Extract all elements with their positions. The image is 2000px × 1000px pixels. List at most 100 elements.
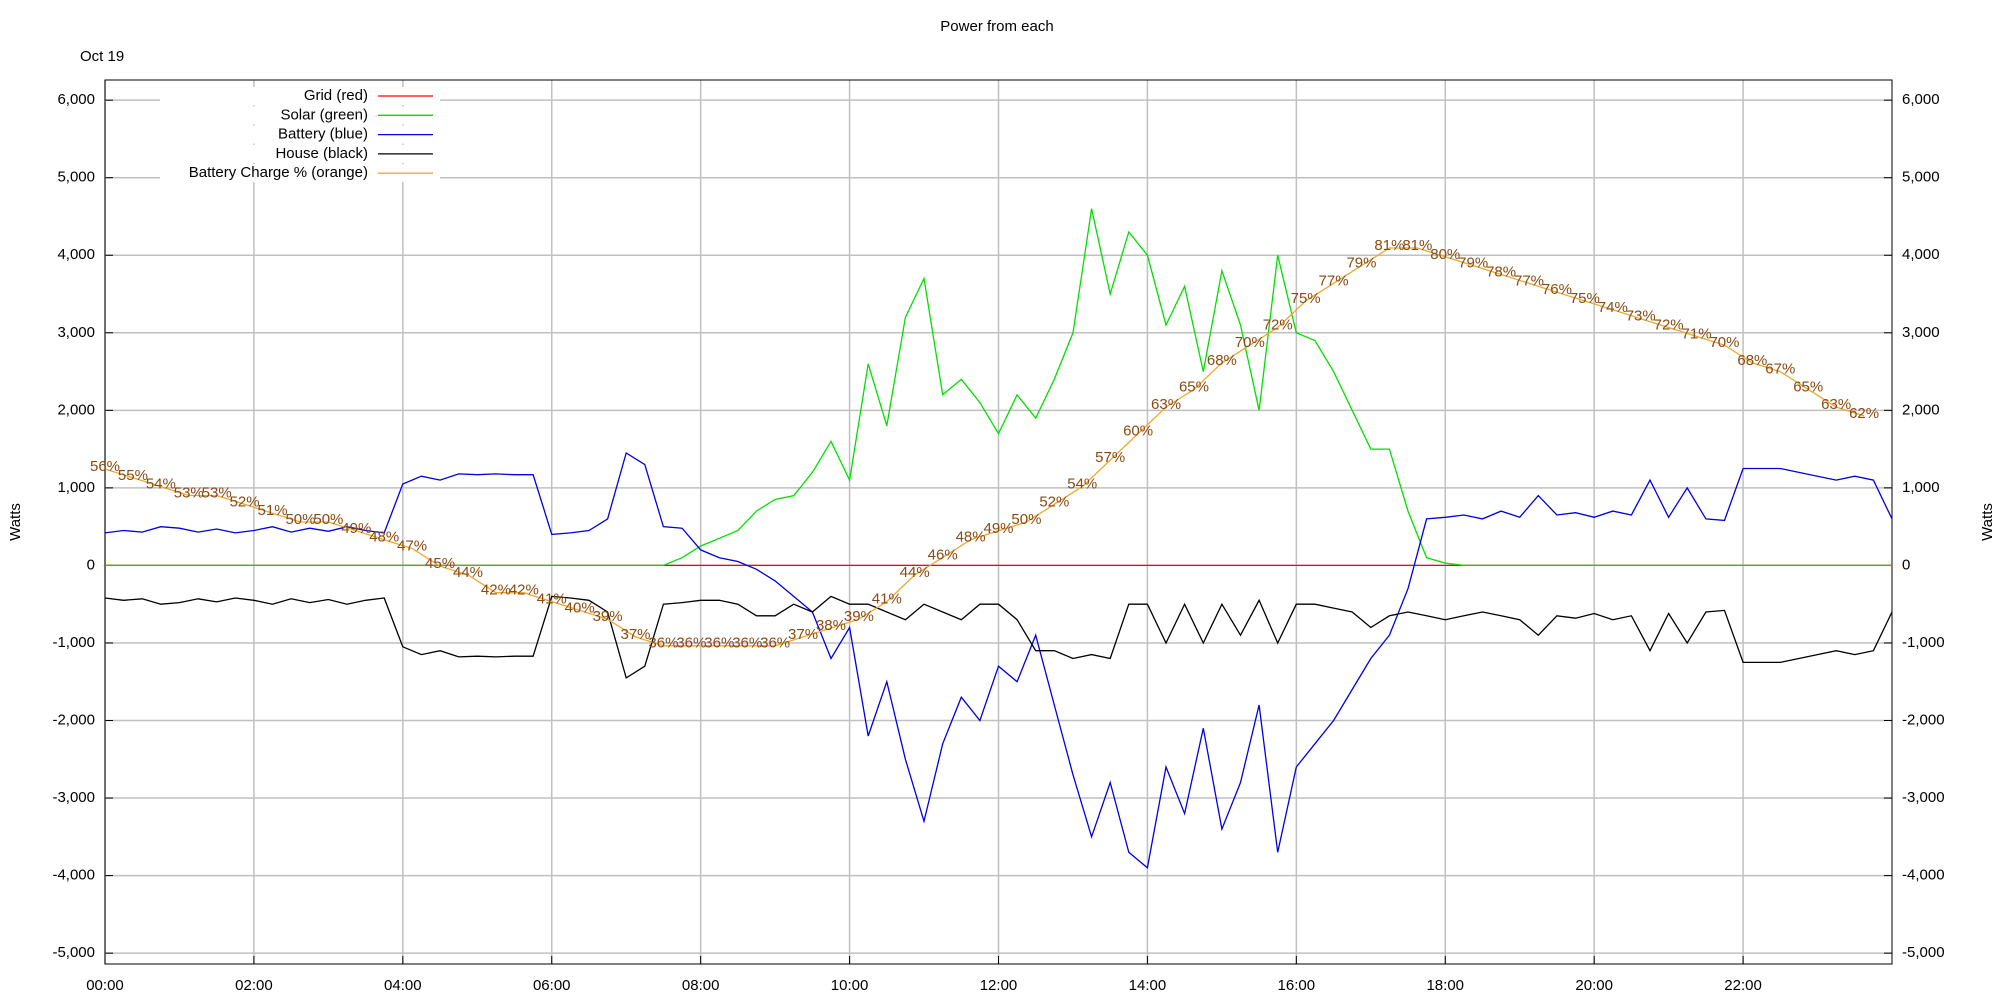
value-label: 77%	[1514, 272, 1544, 289]
value-label: 41%	[537, 591, 567, 608]
y-tick-label: -2,000	[52, 711, 95, 728]
series-line	[105, 208, 1892, 567]
x-tick-label: 18:00	[1426, 977, 1464, 994]
value-label: 81%	[1374, 237, 1404, 254]
value-label: 54%	[1067, 476, 1097, 493]
value-label: 48%	[369, 529, 399, 546]
y2-tick-label: 4,000	[1902, 246, 1940, 263]
value-label: 52%	[230, 493, 260, 510]
y-tick-label: 1,000	[57, 479, 95, 496]
y2-tick-label: 5,000	[1902, 169, 1940, 186]
y-tick-label: -4,000	[52, 867, 95, 884]
value-label: 77%	[1319, 272, 1349, 289]
value-label: 46%	[928, 546, 958, 563]
x-tick-label: 08:00	[682, 977, 720, 994]
value-label: 38%	[816, 617, 846, 634]
value-label: 72%	[1263, 316, 1293, 333]
y2-tick-label: 3,000	[1902, 324, 1940, 341]
value-label: 56%	[90, 458, 120, 475]
value-label: 51%	[258, 502, 288, 519]
y2-tick-label: 1,000	[1902, 479, 1940, 496]
value-label: 39%	[844, 608, 874, 625]
legend-bg	[160, 106, 440, 125]
x-tick-label: 06:00	[533, 977, 571, 994]
value-label: 36%	[732, 635, 762, 652]
series-line	[104, 247, 1865, 647]
legend-bg	[160, 87, 440, 105]
value-label: 54%	[146, 476, 176, 493]
value-label: 37%	[788, 626, 818, 643]
legend-label: House (black)	[275, 145, 368, 162]
y2-axis-label: Watts	[1979, 503, 1996, 541]
y2-tick-label: -3,000	[1902, 789, 1945, 806]
value-label: 75%	[1570, 290, 1600, 307]
value-label: 63%	[1821, 396, 1851, 413]
value-label: 70%	[1235, 334, 1265, 351]
y2-tick-label: 6,000	[1902, 91, 1940, 108]
x-tick-label: 14:00	[1129, 977, 1167, 994]
x-tick-label: 02:00	[235, 977, 273, 994]
value-label: 68%	[1737, 352, 1767, 369]
value-label: 47%	[397, 537, 427, 554]
value-label: 39%	[593, 608, 623, 625]
y-tick-label: 2,000	[57, 401, 95, 418]
value-label: 79%	[1346, 255, 1376, 272]
legend-label: Battery (blue)	[278, 126, 368, 143]
x-tick-label: 10:00	[831, 977, 869, 994]
value-label: 53%	[202, 484, 232, 501]
x-tick-label: 16:00	[1278, 977, 1316, 994]
y2-tick-label: 2,000	[1902, 401, 1940, 418]
value-label: 67%	[1765, 361, 1795, 378]
y-tick-label: 6,000	[57, 91, 95, 108]
legend-bg	[160, 125, 440, 144]
value-label: 60%	[1123, 423, 1153, 440]
plot-frame	[104, 79, 1893, 965]
y-tick-label: 4,000	[57, 246, 95, 263]
value-label: 68%	[1207, 352, 1237, 369]
y2-tick-label: -1,000	[1902, 634, 1945, 651]
y-tick-label: -5,000	[52, 944, 95, 961]
legend-bg	[160, 144, 440, 163]
legend-label: Solar (green)	[280, 106, 368, 123]
value-label: 53%	[174, 484, 204, 501]
value-label: 71%	[1682, 325, 1712, 342]
date-annotation: Oct 19	[80, 48, 124, 65]
legend-label: Grid (red)	[304, 87, 368, 104]
value-label: 41%	[872, 591, 902, 608]
value-label: 36%	[648, 635, 678, 652]
value-label: 36%	[704, 635, 734, 652]
y-tick-label: -3,000	[52, 789, 95, 806]
y-tick-label: 3,000	[57, 324, 95, 341]
value-label: 65%	[1179, 378, 1209, 395]
y-axis-label: Watts	[7, 503, 24, 541]
y2-tick-label: -2,000	[1902, 711, 1945, 728]
value-label: 42%	[509, 582, 539, 599]
y-tick-label: 5,000	[57, 169, 95, 186]
series-line	[104, 451, 1893, 870]
value-label: 57%	[1095, 449, 1125, 466]
value-label: 49%	[341, 520, 371, 537]
value-label: 79%	[1458, 255, 1488, 272]
value-label: 52%	[1039, 493, 1069, 510]
x-tick-label: 20:00	[1575, 977, 1613, 994]
value-label: 48%	[956, 529, 986, 546]
value-label: 78%	[1486, 263, 1516, 280]
value-label: 74%	[1598, 299, 1628, 316]
x-tick-label: 22:00	[1724, 977, 1762, 994]
legend-label: Battery Charge % (orange)	[189, 164, 368, 181]
value-label: 73%	[1626, 308, 1656, 325]
value-label: 37%	[621, 626, 651, 643]
value-label: 36%	[760, 635, 790, 652]
value-label: 44%	[453, 564, 483, 581]
x-tick-label: 00:00	[86, 977, 124, 994]
value-label: 80%	[1430, 246, 1460, 263]
value-label: 36%	[676, 635, 706, 652]
value-label: 50%	[313, 511, 343, 528]
value-label: 40%	[565, 599, 595, 616]
value-label: 42%	[481, 582, 511, 599]
value-label: 45%	[425, 555, 455, 572]
value-label: 62%	[1849, 405, 1879, 422]
value-label: 50%	[285, 511, 315, 528]
